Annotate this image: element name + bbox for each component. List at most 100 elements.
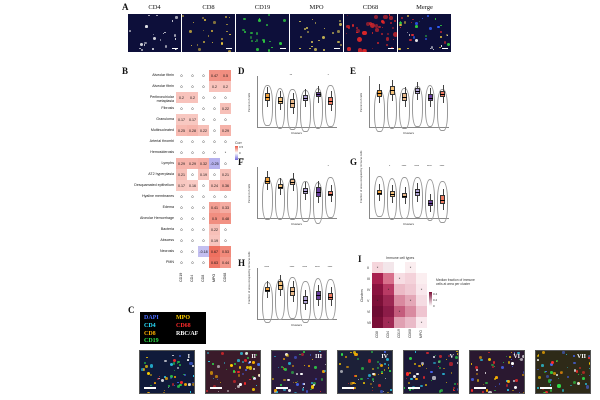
cell-dot [422, 17, 424, 19]
cell-dot [378, 384, 381, 387]
heatmap-cell: 0.22 [220, 103, 231, 114]
cell-dot [360, 377, 363, 381]
violin-outline [300, 281, 311, 323]
cell-dot [514, 352, 516, 354]
cell-dot [310, 45, 313, 48]
cell-dot [347, 382, 350, 385]
panel-i-cell [405, 317, 416, 328]
panel-i-cell: * [405, 295, 416, 306]
cell-dot [426, 352, 429, 355]
cell-dot [169, 362, 173, 366]
cell-dot [340, 369, 344, 373]
heatmap-row-label: Necrosis [160, 249, 174, 253]
cell-dot [256, 363, 260, 367]
cell-dot [283, 367, 288, 371]
cell-dot [176, 360, 180, 364]
heatmap-cell: -0.18 [198, 246, 209, 257]
cell-dot [522, 374, 524, 376]
cell-dot [312, 383, 316, 386]
cell-dot [262, 40, 266, 43]
cell-dot [286, 354, 289, 357]
cell-dot [432, 49, 434, 51]
cell-dot [362, 30, 368, 36]
cell-dot [414, 22, 418, 26]
cell-dot [393, 20, 396, 23]
cell-dot [545, 390, 549, 393]
cell-dot [371, 378, 375, 382]
panel-c-tile: VII [535, 350, 591, 394]
cell-dot [457, 362, 458, 365]
panel-i-title: Immune cell types [386, 256, 415, 260]
cell-dot [537, 358, 540, 361]
cell-dot [413, 375, 417, 379]
panel-i-cell [405, 273, 416, 284]
cell-dot [310, 385, 314, 389]
cell-dot [522, 355, 524, 359]
cell-dot [177, 367, 180, 370]
panel-c-tile-number: III [314, 354, 322, 360]
channel-legend-entry: CD4 [144, 323, 156, 329]
cell-dot [391, 354, 392, 358]
cell-dot [352, 351, 356, 355]
cell-dot [212, 378, 214, 380]
cell-dot [255, 354, 258, 356]
significance-mark: **** [302, 265, 307, 269]
panel-i-cell [405, 306, 416, 317]
cell-dot [432, 376, 436, 380]
panel-i-cell [372, 284, 383, 295]
cell-dot [511, 365, 514, 368]
heatmap-cell: 0 [198, 92, 209, 103]
cell-dot [387, 364, 390, 366]
cell-dot [157, 377, 160, 380]
cell-dot [255, 385, 258, 387]
cell-dot [196, 43, 199, 46]
cell-dot [173, 385, 175, 387]
cell-dot [276, 391, 278, 393]
heatmap-cell: 0.53 [220, 246, 231, 257]
cell-dot [371, 387, 374, 389]
cell-dot [485, 381, 488, 385]
colorbar [235, 146, 238, 160]
cell-dot [370, 23, 376, 28]
cell-dot [371, 32, 374, 35]
cell-dot [234, 370, 237, 374]
cell-dot [220, 38, 223, 41]
panel-a-letter: A [122, 2, 129, 12]
cell-dot [210, 29, 213, 32]
significance-mark: * [389, 164, 391, 168]
violin-outline [386, 177, 398, 220]
median-line [440, 199, 446, 201]
cell-dot [401, 17, 403, 19]
cell-dot [415, 372, 419, 376]
cell-dot [169, 377, 173, 380]
cell-dot [301, 352, 305, 356]
cell-dot [243, 382, 247, 385]
cell-dot [283, 388, 287, 391]
cell-dot [367, 378, 369, 380]
heatmap-row-label: Alveolar fibrin [152, 73, 174, 77]
cell-dot [448, 354, 451, 358]
cell-dot [190, 45, 192, 47]
violin-outline [287, 277, 298, 319]
cell-dot [217, 378, 219, 380]
panel-a-tile-label: CD4 [148, 4, 161, 11]
cell-dot [442, 372, 445, 376]
cell-dot [350, 351, 352, 353]
panel-i-legend-tick: 0 [433, 304, 435, 308]
cell-dot [324, 364, 326, 366]
cell-dot [152, 33, 155, 35]
heatmap-cell: 0.28 [187, 125, 198, 136]
median-line [414, 91, 420, 92]
heatmap-row-label: PMN [166, 260, 174, 264]
box [328, 292, 334, 301]
heatmap-row-label: Arterial thrombi [149, 139, 174, 143]
panel-c-tile: III [271, 350, 327, 394]
cell-dot [301, 383, 304, 386]
box-xlabel: Clusters [291, 323, 303, 327]
cell-dot [513, 352, 515, 354]
cell-dot [253, 368, 256, 371]
cell-dot [383, 390, 385, 392]
heatmap-cell: 0 [187, 191, 198, 202]
cell-dot [544, 370, 547, 373]
cell-dot [553, 372, 556, 375]
